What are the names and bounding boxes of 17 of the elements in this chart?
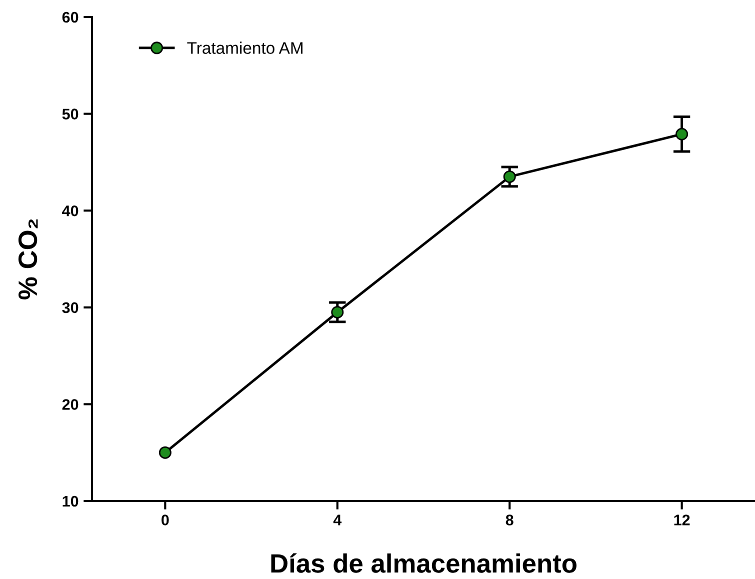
x-tick-label: 0 — [162, 514, 169, 526]
x-tick-label: 4 — [333, 514, 342, 526]
x-tick-label: 12 — [674, 514, 690, 526]
point — [503, 170, 516, 183]
legend-label: Tratamiento AM — [187, 42, 302, 54]
y-tick-label: 20 — [62, 399, 78, 410]
y-tick-label: 40 — [62, 205, 78, 216]
y-axis-title: % CO₂ — [18, 219, 38, 300]
y-tick-label: 30 — [62, 302, 78, 314]
point — [331, 306, 344, 318]
x-axis-title: Días de almacenamiento — [271, 553, 576, 573]
y-tick-label: 60 — [62, 12, 78, 23]
y-tick-label: 50 — [62, 108, 78, 120]
point — [676, 128, 688, 140]
point — [158, 446, 172, 459]
y-tick-label: 10 — [62, 496, 78, 507]
x-tick-label: 8 — [506, 514, 514, 526]
